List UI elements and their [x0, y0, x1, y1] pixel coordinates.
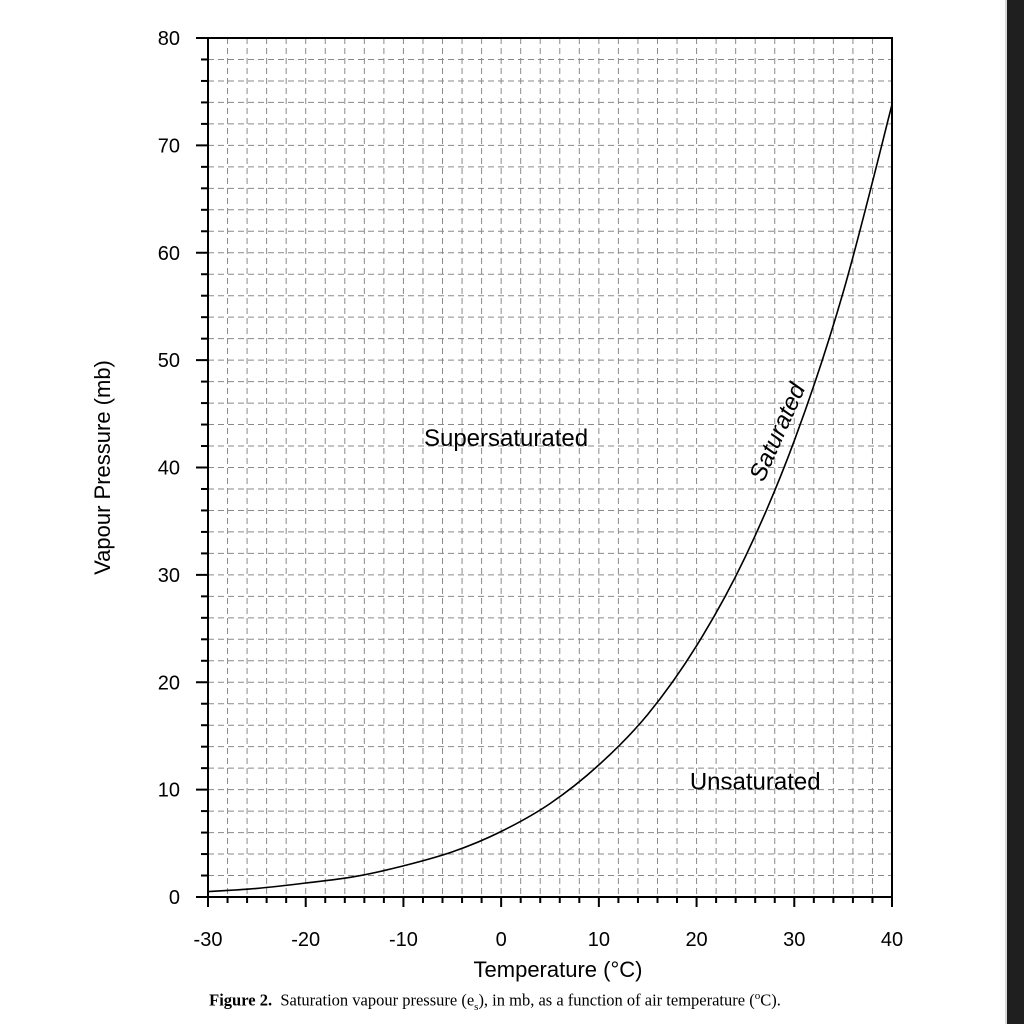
y-tick-label: 0	[169, 887, 180, 909]
caption-superscript: o	[754, 990, 761, 1002]
series-line-saturated	[207, 104, 893, 893]
x-tick-label: 40	[881, 929, 903, 951]
y-tick-label: 20	[158, 672, 180, 694]
annotation-unsaturated: Unsaturated	[690, 769, 821, 796]
caption-text: Saturation vapour pressure (e	[280, 990, 475, 1010]
page-edge-gap	[1005, 0, 1007, 1024]
grid-lines	[208, 38, 892, 897]
caption-subscript: s	[474, 1000, 479, 1013]
x-axis-title: Temperature (°C)	[474, 957, 643, 982]
y-tick-label: 10	[158, 780, 180, 802]
caption-text-end: C).	[760, 990, 781, 1010]
figure-caption: Figure 2. Saturation vapour pressure (es…	[0, 990, 990, 1013]
x-tick-label: -20	[291, 929, 320, 951]
y-tick-label: 30	[158, 565, 180, 587]
page-edge-bar	[1007, 0, 1024, 1024]
x-tick-label: 30	[783, 929, 805, 951]
y-axis-title: Vapour Pressure (mb)	[90, 360, 115, 575]
annotation-saturated: Saturated	[744, 379, 811, 486]
caption-text-after: ), in mb, as a function of air temperatu…	[478, 990, 755, 1010]
x-tick-label: 20	[685, 929, 707, 951]
y-tick-label: 70	[158, 135, 180, 157]
annotation-supersaturated: Supersaturated	[424, 425, 588, 452]
caption-label: Figure 2.	[209, 990, 273, 1010]
x-tick-label: 0	[496, 929, 507, 951]
x-tick-label: 10	[588, 929, 610, 951]
y-tick-label: 40	[158, 458, 180, 480]
x-tick-label: -30	[194, 929, 223, 951]
y-tick-label: 80	[158, 28, 180, 50]
saturation-vapour-pressure-chart: 0 10 20 30 40 50 60 70 80 -30 -20 -10 0 10 20 30 40 Vapo…	[90, 28, 903, 982]
plot-frame	[207, 37, 893, 898]
tick-labels: 0 10 20 30 40 50 60 70 80 -30 -20 -10 0 10 20 30 40	[158, 28, 903, 951]
x-tick-label: -10	[389, 929, 418, 951]
y-tick-label: 50	[158, 350, 180, 372]
y-tick-label: 60	[158, 243, 180, 265]
